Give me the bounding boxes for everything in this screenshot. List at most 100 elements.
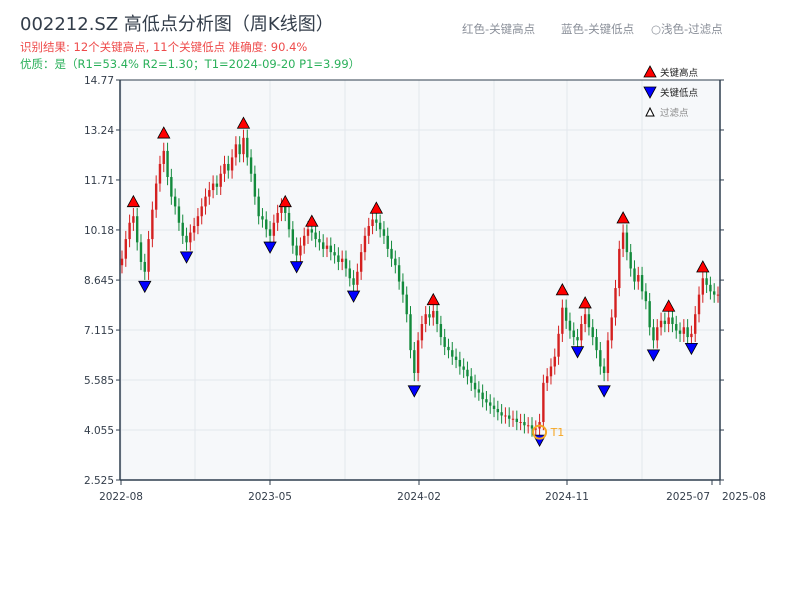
- key-high-marker: [126, 194, 141, 208]
- key-low-marker: [179, 251, 194, 264]
- candle-body: [561, 307, 564, 334]
- candle-body: [196, 216, 200, 227]
- legend-low-icon: [643, 86, 657, 99]
- candle-body: [432, 310, 435, 318]
- candle-body: [451, 350, 454, 357]
- candle-body: [637, 275, 640, 282]
- candle-body: [705, 278, 708, 285]
- key-low-marker: [346, 290, 361, 303]
- candle-body: [511, 418, 515, 420]
- candle-body: [371, 219, 374, 227]
- legend-label: 关键低点: [660, 87, 699, 99]
- candle-body: [629, 252, 632, 269]
- y-tick-label: 8.645: [84, 275, 114, 287]
- key-low-marker: [407, 385, 421, 398]
- candle-body: [496, 408, 500, 413]
- candle-body: [549, 366, 553, 377]
- candle-body: [656, 327, 659, 341]
- candle-body: [135, 216, 139, 243]
- candle-body: [215, 183, 219, 187]
- key-high-marker: [157, 126, 171, 139]
- hint-filtered: ○浅色-过滤点: [651, 22, 723, 36]
- key-high-marker: [236, 116, 251, 129]
- candle-body: [485, 399, 488, 403]
- candle-body: [272, 222, 276, 236]
- key-high-marker: [278, 194, 292, 208]
- candle-body: [253, 173, 257, 197]
- candle-body: [557, 333, 560, 357]
- candle-body: [526, 425, 530, 427]
- candle-body: [158, 163, 162, 184]
- candle-body: [333, 252, 336, 256]
- candle-body: [671, 317, 674, 325]
- candle-body: [663, 320, 667, 325]
- candle-body: [591, 327, 594, 338]
- candle-body: [454, 356, 458, 360]
- candle-body: [515, 418, 519, 423]
- key-high-marker: [426, 292, 440, 306]
- candle-body: [128, 222, 131, 240]
- candle-body: [576, 337, 579, 341]
- candle-body: [420, 324, 424, 341]
- candle-body: [709, 284, 712, 292]
- candle-body: [284, 206, 287, 213]
- candle-body: [701, 278, 705, 295]
- candle-body: [470, 376, 473, 383]
- candle-body: [716, 294, 720, 296]
- candle-body: [139, 242, 143, 262]
- y-tick-label: 5.585: [84, 375, 114, 387]
- candle-body: [602, 366, 606, 374]
- key-high-marker: [616, 211, 630, 224]
- candle-body: [367, 226, 370, 236]
- candle-body: [219, 173, 222, 187]
- candle-body: [694, 314, 697, 334]
- candle-body: [618, 248, 621, 289]
- candle-body: [147, 239, 150, 272]
- legend-label: 关键高点: [660, 67, 699, 79]
- candle-body: [132, 216, 135, 223]
- candle-body: [303, 235, 306, 246]
- candle-body: [413, 350, 416, 374]
- candle-body: [257, 196, 260, 217]
- candle-body: [462, 366, 465, 370]
- candle-body: [261, 216, 264, 220]
- candle-body: [428, 314, 431, 318]
- candle-body: [352, 278, 355, 285]
- candle-body: [466, 369, 469, 377]
- t1-marker: [532, 424, 548, 440]
- x-tick-label: 2024-11: [545, 491, 589, 503]
- candle-body: [401, 281, 405, 295]
- candle-body: [416, 340, 420, 374]
- candle-body: [572, 330, 575, 338]
- candle-body: [238, 144, 241, 155]
- candle-body: [397, 265, 401, 282]
- candle-body: [542, 382, 545, 423]
- candle-body: [587, 314, 591, 328]
- candle-body: [481, 392, 484, 400]
- candle-body: [659, 320, 663, 328]
- key-low-marker: [684, 342, 699, 356]
- candle-body: [124, 239, 127, 259]
- candle-body: [310, 229, 314, 233]
- candle-body: [595, 337, 598, 351]
- candle-body: [690, 333, 693, 338]
- candle-body: [697, 294, 701, 315]
- candle-body: [599, 350, 602, 367]
- candle-body: [306, 229, 310, 236]
- candle-body: [177, 206, 181, 223]
- candle-body: [166, 150, 169, 178]
- candle-body: [390, 248, 393, 259]
- legend-filtered-icon: [645, 106, 655, 117]
- candle-body: [530, 425, 534, 429]
- candle-body: [492, 405, 496, 409]
- candle-body: [170, 177, 173, 197]
- key-low-marker: [138, 280, 152, 294]
- y-tick-label: 11.71: [84, 175, 114, 187]
- candle-body: [523, 422, 526, 426]
- candle-body: [682, 327, 686, 334]
- candle-body: [173, 196, 177, 207]
- candle-body: [356, 271, 359, 285]
- candle-body: [424, 314, 427, 325]
- candle-body: [204, 196, 207, 207]
